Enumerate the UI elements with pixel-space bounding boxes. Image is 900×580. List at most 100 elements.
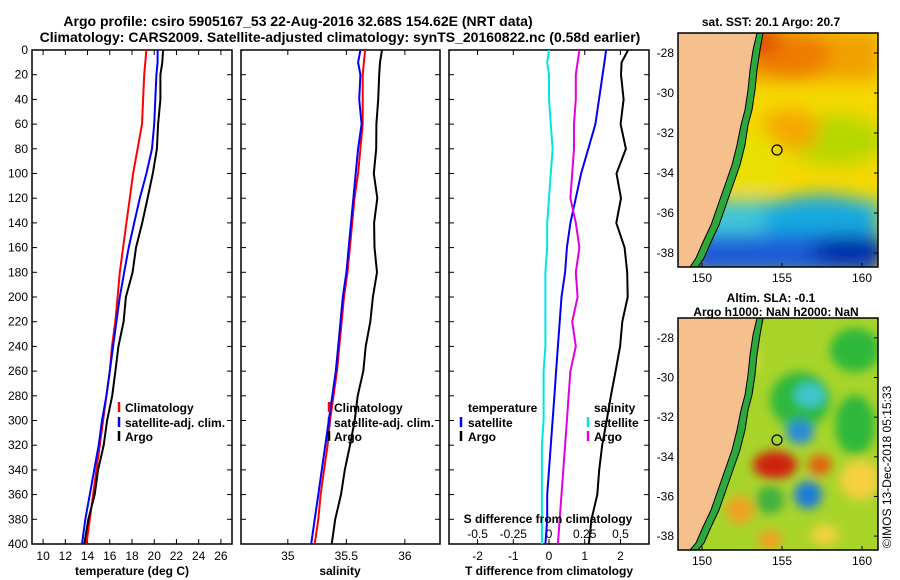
title-line-1: Argo profile: csiro 5905167_53 22-Aug-20… [63,13,532,29]
y-tick-label: 60 [15,117,29,131]
temperature-axes: 10 12 14 16 18 20 22 24 260204060801001201401601… [8,43,232,563]
series-line-climatology [85,49,148,545]
sst-map-axes: 150 155 160 -28 -30 -32 -34 -36 -38 [657,46,878,285]
y-tick-label: 100 [8,167,28,181]
legend-label-satellite: satellite-adj. clim. [125,416,225,430]
y-tick-label: -30 [657,86,675,100]
x-tick-label: 160 [852,554,872,568]
sla-map [678,318,878,550]
salinity-legend: Climatology satellite-adj. clim. Argo [327,401,434,444]
y-tick-label: -32 [657,410,675,424]
series-line-satellite-adj-clim- [81,50,159,545]
difference-top-axis-label: S difference from climatology [464,512,633,526]
x-tick-label: -1 [508,549,519,563]
salinity-panel [240,49,441,545]
x-tick-label: 16 [103,549,117,563]
y-tick-label: -28 [657,46,675,60]
y-tick-label: 200 [8,290,28,304]
sla-map-axes: 150 155 160 -28 -30 -32 -34 -36 -38 [657,331,878,568]
x-tick-label: 20 [148,549,162,563]
temperature-legend: Climatology satellite-adj. clim. Argo [117,401,225,444]
y-tick-label: -38 [657,529,675,543]
series-line-temperature-satellite [540,49,554,544]
y-tick-label: -38 [657,246,675,260]
salinity-series [310,49,383,545]
temperature-xlabel: temperature (deg C) [75,564,189,578]
y-tick-label: 120 [8,191,28,205]
x-tick-label: 1 [581,549,588,563]
y-tick-label: 140 [8,216,28,230]
top-tick-label: -0.25 [500,527,528,541]
y-tick-label: -32 [657,126,675,140]
top-tick-label: 0 [546,527,553,541]
legend-label-temp-argo: Argo [468,430,496,444]
y-tick-label: 380 [8,512,28,526]
x-tick-label: 155 [772,554,792,568]
x-tick-label: 12 [59,549,73,563]
y-tick-label: 40 [15,92,29,106]
legend-title-salinity: salinity [594,401,636,415]
y-tick-label: 340 [8,463,28,477]
legend-label-climatology: Climatology [334,401,403,415]
x-tick-label: 2 [617,549,624,563]
salinity-axes: 35 35.5 36 [241,49,440,563]
x-tick-label: 160 [852,271,872,285]
sst-map-title: sat. SST: 20.1 Argo: 20.7 [702,15,841,29]
y-tick-label: 180 [8,265,28,279]
series-line-satellite-adj-clim- [310,49,363,545]
series-line-climatology [313,49,367,545]
y-tick-label: -36 [657,206,675,220]
argo-position-marker [771,434,783,446]
top-tick-label: 0.5 [612,527,629,541]
y-tick-label: 240 [8,339,28,353]
x-tick-label: 0 [546,549,553,563]
legend-label-argo: Argo [125,430,153,444]
series-line-salinity-argo [587,49,629,545]
sla-map-title-1: Altim. SLA: -0.1 [727,291,816,305]
y-tick-label: 220 [8,315,28,329]
series-line-temperature-argo [544,49,608,545]
y-tick-label: 320 [8,438,28,452]
series-line-argo [83,49,165,545]
temperature-panel [31,49,233,545]
temperature-series [81,49,165,545]
y-tick-label: 360 [8,488,28,502]
legend-label-climatology: Climatology [125,401,194,415]
credit-text: ©IMOS 13-Dec-2018 05:15:33 [880,385,894,548]
difference-series [540,49,629,545]
legend-label-sal-argo: Argo [594,430,622,444]
legend-label-satellite: satellite-adj. clim. [334,416,434,430]
y-tick-label: -34 [657,450,675,464]
y-tick-label: 0 [21,43,28,57]
y-tick-label: 160 [8,241,28,255]
salinity-xlabel: salinity [319,564,361,578]
y-tick-label: 20 [15,68,29,82]
top-tick-label: 0.25 [573,527,597,541]
series-line-salinity-satellite [556,49,581,545]
legend-label-sal-satellite: satellite [594,416,639,430]
x-tick-label: 26 [214,549,228,563]
legend-label-temp-satellite: satellite [468,416,513,430]
x-tick-label: -2 [472,549,483,563]
x-tick-label: 24 [192,549,206,563]
difference-legend: temperature satellite Argo salinity sate… [459,401,639,444]
y-tick-label: -36 [657,489,675,503]
y-tick-label: 400 [8,537,28,551]
y-tick-label: 80 [15,142,29,156]
argo-position-marker [771,144,783,156]
legend-title-temperature: temperature [468,401,538,415]
sst-map [678,33,878,267]
difference-axes: -2 -1 0 1 2 -0.5 -0.25 0 0.25 0.5 [449,49,649,563]
x-tick-label: 155 [772,271,792,285]
y-tick-label: 280 [8,389,28,403]
y-tick-label: 260 [8,364,28,378]
sla-map-title-2: Argo h1000: NaN h2000: NaN [693,305,858,319]
legend-label-argo: Argo [334,430,362,444]
title-line-2: Climatology: CARS2009. Satellite-adjuste… [40,29,641,45]
series-line-argo [330,49,383,545]
x-tick-label: 150 [692,271,712,285]
y-tick-label: 300 [8,414,28,428]
x-tick-label: 10 [36,549,50,563]
x-tick-label: 22 [170,549,184,563]
